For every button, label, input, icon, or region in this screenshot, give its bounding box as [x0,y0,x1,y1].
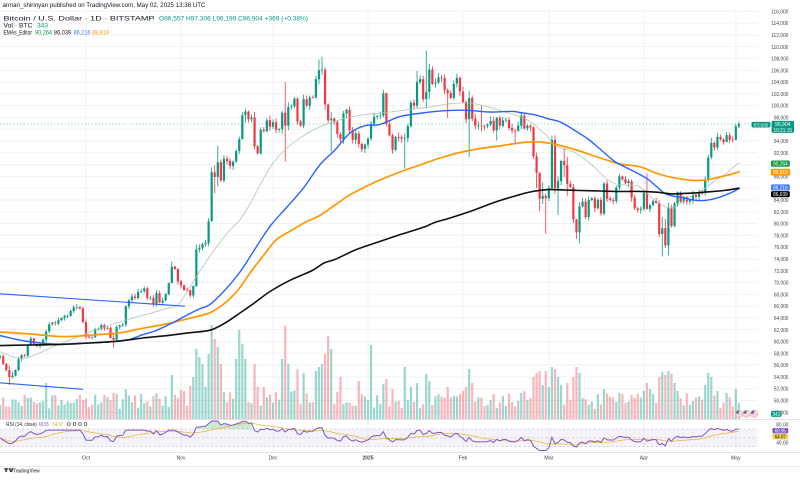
svg-text:Dec: Dec [269,456,278,462]
svg-text:84,000: 84,000 [774,198,789,204]
svg-text:40.00: 40.00 [776,440,788,446]
svg-text:64,000: 64,000 [774,316,789,322]
svg-text:88,819: 88,819 [773,170,788,176]
svg-text:343: 343 [37,22,49,29]
svg-text:0 0 0 0: 0 0 0 0 [67,422,88,428]
svg-text:Apr: Apr [640,456,648,462]
svg-text:100,000: 100,000 [771,104,788,110]
svg-text:69.95: 69.95 [775,429,786,435]
svg-text:60,000: 60,000 [774,340,789,346]
svg-text:80.00: 80.00 [776,423,788,429]
svg-text:2025: 2025 [363,456,374,462]
svg-text:110,000: 110,000 [771,45,788,51]
svg-text:52,000: 52,000 [774,387,789,393]
svg-text:74,000: 74,000 [774,257,789,263]
svg-text:EMAs_Editor: EMAs_Editor [4,30,33,37]
svg-text:104,000: 104,000 [771,80,788,86]
svg-text:May: May [731,456,741,462]
svg-text:102,000: 102,000 [771,92,788,98]
svg-text:64.97: 64.97 [775,435,786,441]
svg-text:90,264: 90,264 [773,162,788,168]
svg-text:106,000: 106,000 [771,68,788,74]
svg-text:RSI (14, close): RSI (14, close) [6,422,37,428]
svg-text:Vol · BTC: Vol · BTC [4,22,33,29]
svg-text:72,000: 72,000 [774,269,789,275]
svg-text:112,000: 112,000 [771,33,788,39]
svg-text:62,000: 62,000 [774,328,789,334]
svg-text:94,000: 94,000 [774,139,789,145]
svg-text:64.97: 64.97 [53,422,64,428]
svg-text:66,000: 66,000 [774,304,789,310]
svg-text:88,819: 88,819 [92,30,109,37]
svg-text:TradingView: TradingView [13,468,40,474]
svg-text:58,000: 58,000 [774,351,789,357]
svg-text:Bitcoin / U.S. Dollar · 1D · B: Bitcoin / U.S. Dollar · 1D · BITSTAMP [4,16,155,23]
svg-text:86,216: 86,216 [773,185,788,191]
svg-text:86,039: 86,039 [54,30,71,37]
svg-text:76,000: 76,000 [774,245,789,251]
svg-text:10:21:15: 10:21:15 [774,128,793,134]
svg-text:Oct: Oct [82,456,91,462]
svg-text:56,000: 56,000 [774,363,789,369]
svg-text:70,000: 70,000 [774,281,789,287]
svg-text:96,904: 96,904 [775,122,791,128]
svg-text:86,216: 86,216 [74,30,91,37]
svg-text:88,000: 88,000 [774,174,789,180]
svg-text:116,000: 116,000 [771,9,788,15]
svg-text:Feb: Feb [459,456,468,462]
svg-text:68,000: 68,000 [774,292,789,298]
svg-text:50,000: 50,000 [774,399,789,405]
svg-text:BTCUSD: BTCUSD [754,123,769,129]
svg-text:80,000: 80,000 [774,222,789,228]
svg-text:O96,557 H97,306 L96,199 C96,90: O96,557 H97,306 L96,199 C96,904 +369 (+0… [159,16,308,23]
svg-text:Mar: Mar [544,456,553,462]
svg-text:98,000: 98,000 [774,116,789,122]
svg-text:Nov: Nov [177,456,186,462]
svg-text:92,000: 92,000 [774,151,789,157]
svg-text:90,264: 90,264 [35,30,52,37]
svg-text:arman_shirinyan published on T: arman_shirinyan published on TradingView… [3,2,207,9]
svg-text:343: 343 [772,412,780,418]
svg-text:78,000: 78,000 [774,233,789,239]
svg-text:86,039: 86,039 [773,192,788,198]
svg-text:69.95: 69.95 [39,422,49,428]
svg-text:108,000: 108,000 [771,57,788,63]
svg-text:54,000: 54,000 [774,375,789,381]
svg-text:82,000: 82,000 [774,210,789,216]
svg-text:114,000: 114,000 [771,21,788,27]
